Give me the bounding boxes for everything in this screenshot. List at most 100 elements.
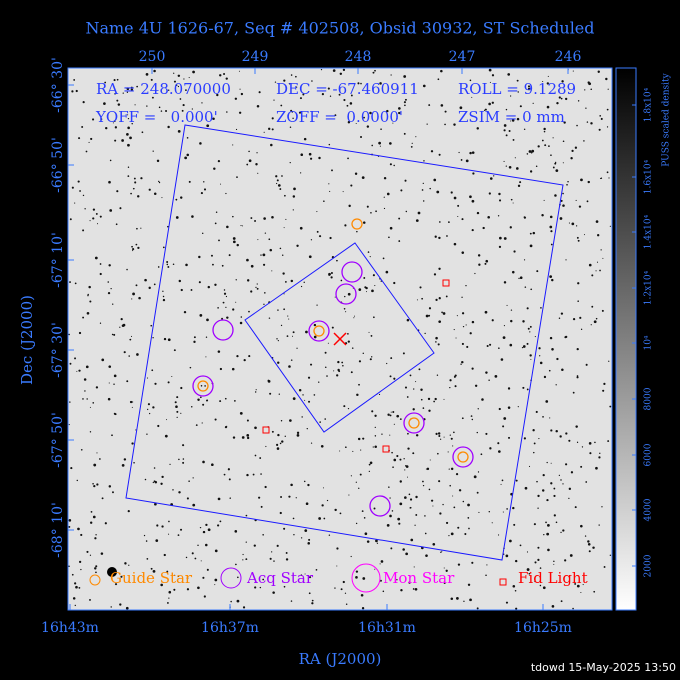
speck xyxy=(206,568,209,571)
speck xyxy=(154,382,157,385)
speck xyxy=(606,126,609,128)
speck xyxy=(268,317,271,319)
speck xyxy=(298,389,302,392)
speck xyxy=(572,317,576,321)
speck xyxy=(89,554,92,556)
speck xyxy=(607,440,610,442)
speck xyxy=(585,107,587,109)
speck xyxy=(516,79,519,82)
speck xyxy=(387,413,390,416)
speck xyxy=(507,436,511,439)
speck xyxy=(119,326,121,328)
speck xyxy=(503,325,505,327)
speck xyxy=(120,317,123,321)
speck xyxy=(298,111,302,114)
speck xyxy=(609,405,612,408)
speck xyxy=(240,225,242,227)
speck xyxy=(177,85,180,88)
speck xyxy=(206,399,209,402)
speck xyxy=(276,447,280,450)
speck xyxy=(403,458,405,460)
speck xyxy=(74,582,77,585)
speck xyxy=(86,550,89,553)
speck xyxy=(153,283,156,286)
speck xyxy=(398,240,401,242)
speck xyxy=(531,149,535,153)
speck xyxy=(128,564,130,566)
speck xyxy=(152,337,154,339)
speck xyxy=(486,344,489,348)
speck xyxy=(277,339,279,342)
speck xyxy=(327,342,329,344)
speck xyxy=(355,481,357,483)
guide-stars xyxy=(197,218,469,463)
speck xyxy=(575,225,578,227)
speck xyxy=(318,517,322,520)
speck xyxy=(165,109,168,112)
speck xyxy=(300,153,304,157)
speck xyxy=(517,184,521,188)
speck xyxy=(191,552,194,555)
speck xyxy=(383,207,386,210)
speck xyxy=(186,577,189,579)
speck xyxy=(355,570,359,573)
speck xyxy=(336,565,338,567)
speck xyxy=(445,569,448,572)
speck xyxy=(206,124,210,128)
speck xyxy=(361,510,364,513)
speck xyxy=(568,222,571,224)
speck xyxy=(471,151,475,154)
speck xyxy=(600,177,603,179)
speck xyxy=(265,445,267,448)
speck xyxy=(269,557,272,560)
speck xyxy=(153,192,157,196)
speck xyxy=(103,102,106,105)
speck xyxy=(126,268,128,271)
speck xyxy=(216,93,219,97)
speck xyxy=(342,580,345,584)
speck xyxy=(488,192,491,195)
speck xyxy=(437,78,440,81)
speck xyxy=(598,128,601,131)
speck xyxy=(450,437,453,440)
speck xyxy=(68,333,70,336)
speck xyxy=(543,130,546,133)
speck xyxy=(465,159,469,163)
speck xyxy=(374,414,377,417)
speck xyxy=(369,111,372,115)
speck xyxy=(95,386,99,389)
speck xyxy=(168,590,172,594)
speck xyxy=(488,379,490,382)
speck xyxy=(590,122,593,125)
speck xyxy=(568,439,571,442)
speck xyxy=(543,127,546,131)
speck xyxy=(227,468,230,471)
speck xyxy=(442,503,444,506)
speck xyxy=(519,544,522,547)
speck xyxy=(563,121,566,124)
speck xyxy=(418,368,421,371)
speck xyxy=(476,607,479,610)
speck xyxy=(386,109,389,113)
speck xyxy=(361,176,365,179)
speck xyxy=(362,437,365,440)
speck xyxy=(532,429,535,432)
speck xyxy=(203,181,205,183)
speck xyxy=(108,485,112,488)
speck xyxy=(284,435,286,437)
speck xyxy=(415,219,419,222)
speck xyxy=(405,552,408,556)
speck xyxy=(453,242,457,246)
speck xyxy=(379,82,382,85)
speck xyxy=(488,102,491,106)
speck xyxy=(110,606,112,608)
speck xyxy=(214,222,217,225)
speck xyxy=(295,75,297,78)
speck xyxy=(131,298,133,300)
speck xyxy=(362,221,366,224)
speck xyxy=(199,314,203,317)
speck xyxy=(491,319,494,322)
speck xyxy=(514,589,517,592)
speck xyxy=(471,228,474,232)
speck xyxy=(522,386,525,389)
